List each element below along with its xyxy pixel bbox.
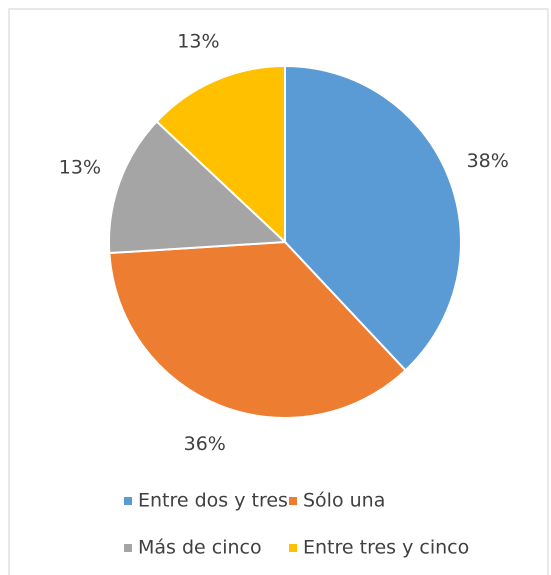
pie-slice	[108, 120, 288, 255]
data-label: 36%	[184, 433, 226, 455]
pie-slice	[155, 64, 286, 245]
legend-swatch	[289, 497, 297, 505]
legend-label: Entre tres y cinco	[303, 537, 469, 559]
chart-border	[8, 8, 549, 575]
legend-swatch	[124, 497, 132, 505]
data-label: 38%	[467, 150, 509, 172]
legend-label: Sólo una	[303, 490, 385, 512]
data-label: 13%	[177, 30, 219, 52]
data-label: 13%	[59, 157, 101, 179]
pie-slice	[284, 64, 462, 372]
legend-label: Entre dos y tres	[138, 490, 288, 512]
legend-swatch	[289, 544, 297, 552]
legend-swatch	[124, 544, 132, 552]
legend-label: Más de cinco	[138, 537, 262, 559]
pie-slice	[108, 240, 407, 419]
